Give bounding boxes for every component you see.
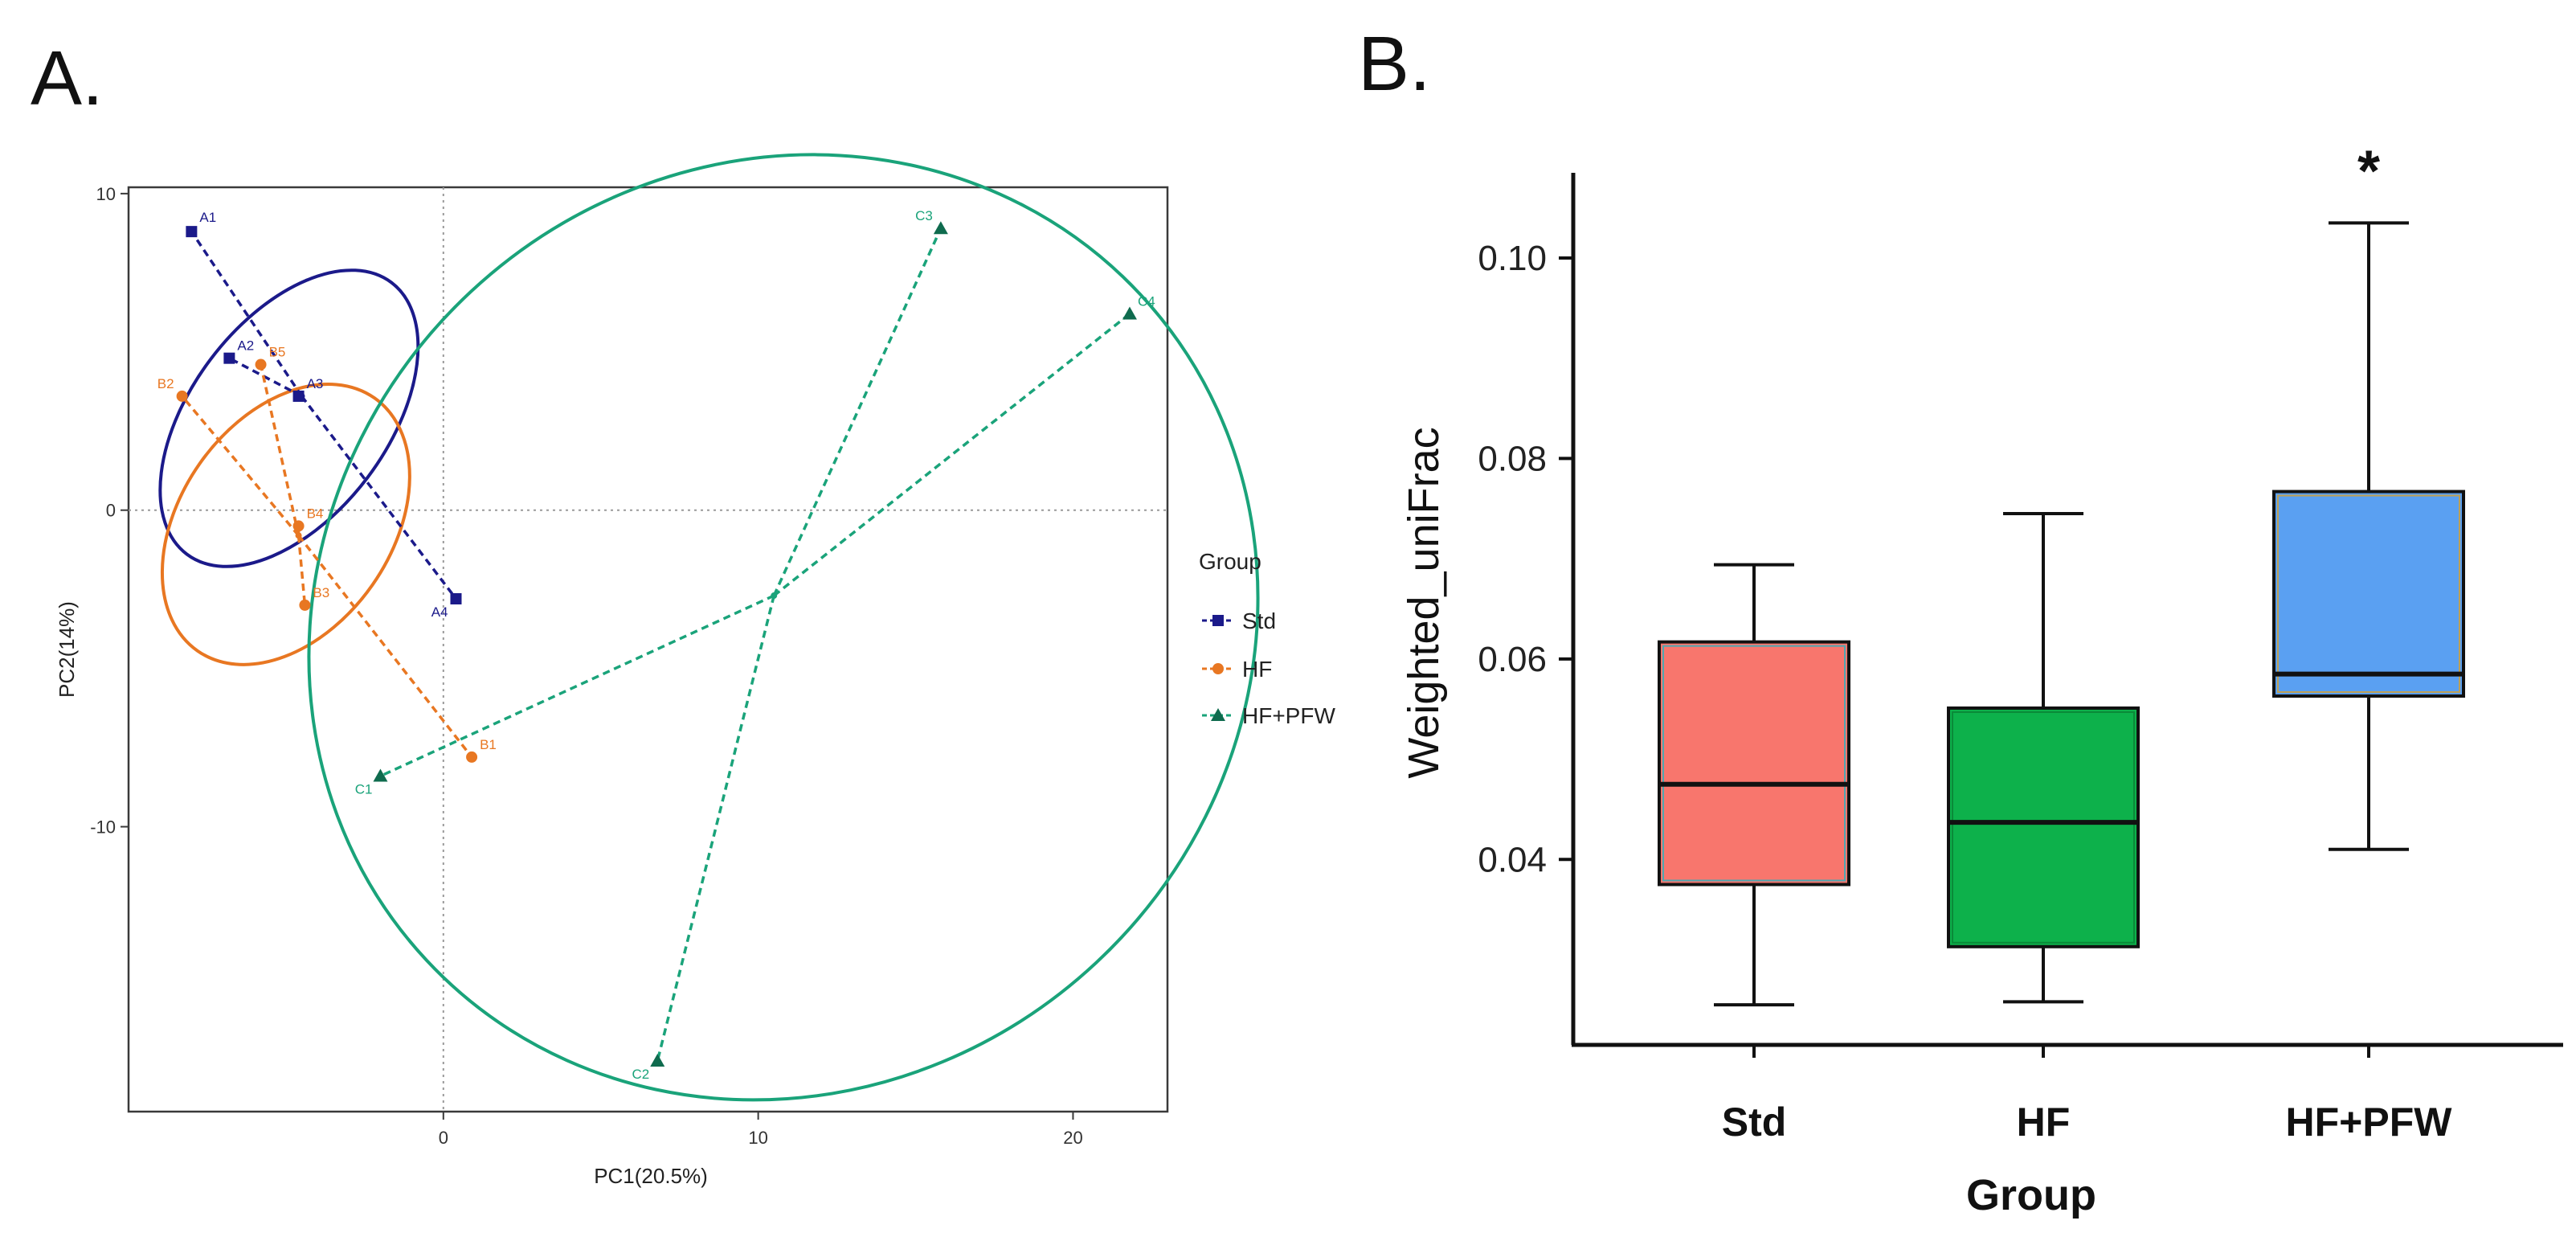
legend-hfpfw-label: HF+PFW <box>1242 703 1335 728</box>
spider-line-a1 <box>190 231 303 397</box>
point-label-a2: A2 <box>237 338 254 354</box>
legend-hf-marker <box>1212 663 1224 674</box>
boxplot-y-axis-title: Weighted_uniFrac <box>1400 427 1448 778</box>
x-tick-label: 20 <box>1063 1128 1082 1148</box>
y-tick-label: 10 <box>96 184 116 204</box>
legend-entry-hfpfw: HF+PFW <box>1202 703 1335 728</box>
legend-entry-std: Std <box>1202 608 1276 633</box>
point-label-a4: A4 <box>431 604 448 620</box>
ellipse-hfpfw <box>307 153 1260 1102</box>
point-c2 <box>650 1053 665 1067</box>
point-label-b5: B5 <box>269 345 286 360</box>
panel-b-letter: B. <box>1358 21 1431 107</box>
point-a2 <box>223 352 235 364</box>
spider-line-b3 <box>296 535 307 606</box>
point-label-b3: B3 <box>313 585 329 600</box>
point-label-c1: C1 <box>355 782 373 797</box>
spider-line-b5 <box>259 364 301 536</box>
spider-line-a4 <box>301 395 457 600</box>
boxplot-y-tick-label: 0.04 <box>1478 840 1547 879</box>
ellipse-hf <box>160 383 411 666</box>
box-hfpfw <box>2272 221 2465 851</box>
boxplot-y-tick-label: 0.10 <box>1478 239 1547 278</box>
box-hf <box>1947 512 2140 1004</box>
legend-title: Group <box>1199 549 1261 574</box>
point-c3 <box>933 221 948 235</box>
y-tick-label: 0 <box>106 501 116 521</box>
box-inner-edge <box>1952 711 2135 944</box>
box-std <box>1658 563 1850 1007</box>
point-label-b4: B4 <box>307 506 324 521</box>
point-b1 <box>466 751 478 763</box>
legend-hf-label: HF <box>1242 657 1272 682</box>
panel-a-letter: A. <box>31 35 104 121</box>
spider-line-b2 <box>181 395 300 537</box>
pcoa-chart: 0 10 20 10 0 -10 A1 A2 A3 A4 B1 B2 B3 B4 B5 C1 C2 C3 C4 P… <box>55 153 1335 1188</box>
spider-line-a2 <box>228 357 303 398</box>
point-c1 <box>373 768 388 782</box>
boxplot-chart: 0.04 0.06 0.08 0.10 Std HF HF+PFW * Group Wei… <box>1400 139 2563 1219</box>
ellipse-std <box>158 268 420 568</box>
pcoa-y-axis-title: PC2(14%) <box>55 601 79 698</box>
category-label-hfpfw: HF+PFW <box>2286 1100 2453 1145</box>
spider-line-c3 <box>772 227 942 596</box>
point-a4 <box>450 592 462 604</box>
point-b4 <box>292 520 305 532</box>
category-label-std: Std <box>1722 1100 1787 1145</box>
box-iqr <box>2272 489 2465 698</box>
box-inner-edge <box>1662 645 1846 882</box>
spider-line-c2 <box>656 595 775 1062</box>
point-label-a3: A3 <box>307 376 324 391</box>
pcoa-x-axis-title: PC1(20.5%) <box>594 1164 708 1188</box>
category-label-hf: HF <box>2017 1100 2071 1145</box>
point-b2 <box>176 390 188 402</box>
box-inner-edge <box>2277 494 2460 693</box>
spider-line-c4 <box>773 313 1131 597</box>
point-label-c3: C3 <box>915 208 933 223</box>
point-label-b1: B1 <box>480 737 497 752</box>
boxplot-y-tick-label: 0.08 <box>1478 439 1547 478</box>
box-iqr <box>1947 706 2140 948</box>
centroid-hf <box>295 532 302 539</box>
box-iqr <box>1658 640 1850 887</box>
pcoa-plot-frame <box>127 186 1169 1113</box>
x-tick-label: 0 <box>439 1128 448 1148</box>
boxplot-y-tick-label: 0.06 <box>1478 640 1547 679</box>
legend-std-label: Std <box>1242 608 1276 633</box>
pcoa-legend: Group Std HF HF+PFW <box>1199 549 1335 728</box>
centroid-hfpfw <box>771 592 778 600</box>
legend-std-marker <box>1212 615 1224 626</box>
boxplot-x-axis-title: Group <box>1966 1171 2096 1219</box>
point-b3 <box>299 599 311 611</box>
centroid-std <box>298 392 305 399</box>
point-a1 <box>186 226 198 238</box>
point-label-a1: A1 <box>199 210 216 225</box>
point-b5 <box>255 358 267 371</box>
spider-line-b1 <box>297 535 473 758</box>
significance-star: * <box>2357 139 2380 203</box>
spider-line-c1 <box>379 594 775 778</box>
legend-hfpfw-marker <box>1211 708 1225 721</box>
y-tick-label: -10 <box>90 817 116 838</box>
x-tick-label: 10 <box>748 1128 767 1148</box>
point-label-b2: B2 <box>157 376 174 391</box>
point-c4 <box>1122 306 1137 320</box>
point-label-c4: C4 <box>1138 294 1155 309</box>
legend-entry-hf: HF <box>1202 657 1272 682</box>
point-label-c2: C2 <box>632 1067 650 1082</box>
